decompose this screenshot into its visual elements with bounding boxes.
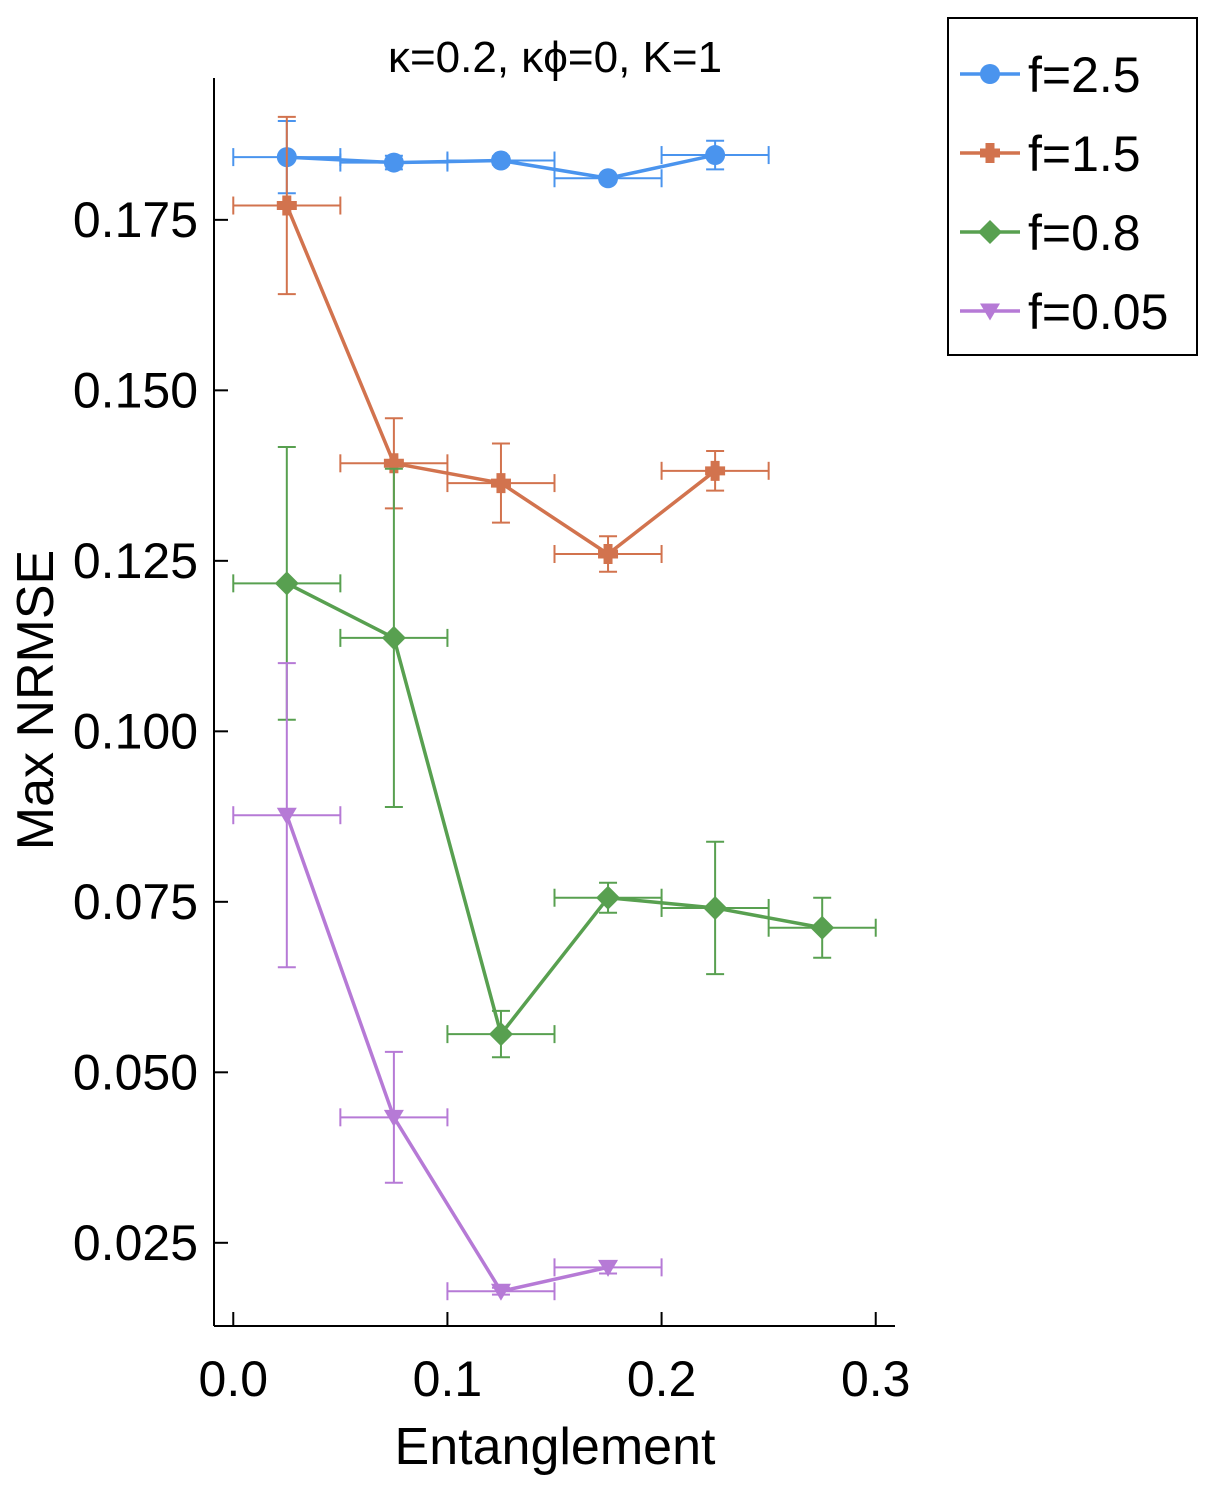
data-point [705, 460, 726, 481]
series-f=0.05 [232, 662, 663, 1301]
x-tick-label: 0.2 [627, 1351, 697, 1407]
data-point [703, 895, 728, 920]
legend-entry: f=1.5 [960, 126, 1141, 182]
series-f=0.8 [232, 445, 877, 1059]
y-axis-title: Max NRMSE [7, 550, 65, 850]
plot-area [232, 115, 877, 1301]
y-tick-label: 0.175 [73, 192, 198, 248]
data-point [598, 544, 619, 565]
legend-label: f=0.8 [1028, 205, 1141, 261]
y-tick-label: 0.100 [73, 703, 198, 759]
data-point [383, 1109, 404, 1127]
series-line [286, 581, 823, 1036]
legend-label: f=1.5 [1028, 126, 1141, 182]
legend-marker [978, 220, 1002, 244]
series-line [285, 814, 609, 1293]
legend-marker [980, 143, 1000, 163]
series-f=1.5 [232, 115, 770, 573]
data-point [490, 473, 511, 494]
data-point [383, 152, 404, 173]
data-point [276, 195, 297, 216]
series-f=2.5 [232, 119, 770, 195]
data-point [598, 1259, 619, 1277]
y-tick-label: 0.150 [73, 362, 198, 418]
y-tick-label: 0.125 [73, 533, 198, 589]
chart-title: κ=0.2, κϕ=0, K=1 [388, 33, 722, 82]
legend: f=2.5 f=1.5 f=0.8 f=0.05 [947, 17, 1198, 356]
x-tick-label: 0.0 [199, 1351, 269, 1407]
legend-entry: f=2.5 [960, 47, 1141, 103]
data-point [490, 150, 511, 171]
legend-entry: f=0.8 [960, 205, 1141, 261]
data-point [274, 571, 299, 596]
legend-marker [980, 303, 1000, 321]
legend-label: f=2.5 [1028, 47, 1141, 103]
y-tick-label: 0.075 [73, 874, 198, 930]
data-point [381, 625, 406, 650]
data-point [276, 807, 297, 825]
data-point [596, 885, 621, 910]
data-point [705, 145, 726, 166]
data-point [488, 1022, 513, 1047]
x-tick-label: 0.3 [841, 1351, 911, 1407]
data-point [810, 915, 835, 940]
y-tick-label: 0.025 [73, 1215, 198, 1271]
y-tick-label: 0.050 [73, 1044, 198, 1100]
data-point [490, 1283, 511, 1301]
axes: 0.025 0.050 0.075 0.100 0.125 0.150 0.175 0.0 0.… [73, 78, 911, 1407]
x-tick-label: 0.1 [413, 1351, 483, 1407]
legend-label: f=0.05 [1028, 284, 1168, 340]
data-point [598, 168, 619, 189]
legend-marker [980, 64, 1000, 84]
data-point [383, 453, 404, 474]
x-axis-title: Entanglement [395, 1418, 716, 1476]
legend-entry: f=0.05 [960, 284, 1168, 340]
